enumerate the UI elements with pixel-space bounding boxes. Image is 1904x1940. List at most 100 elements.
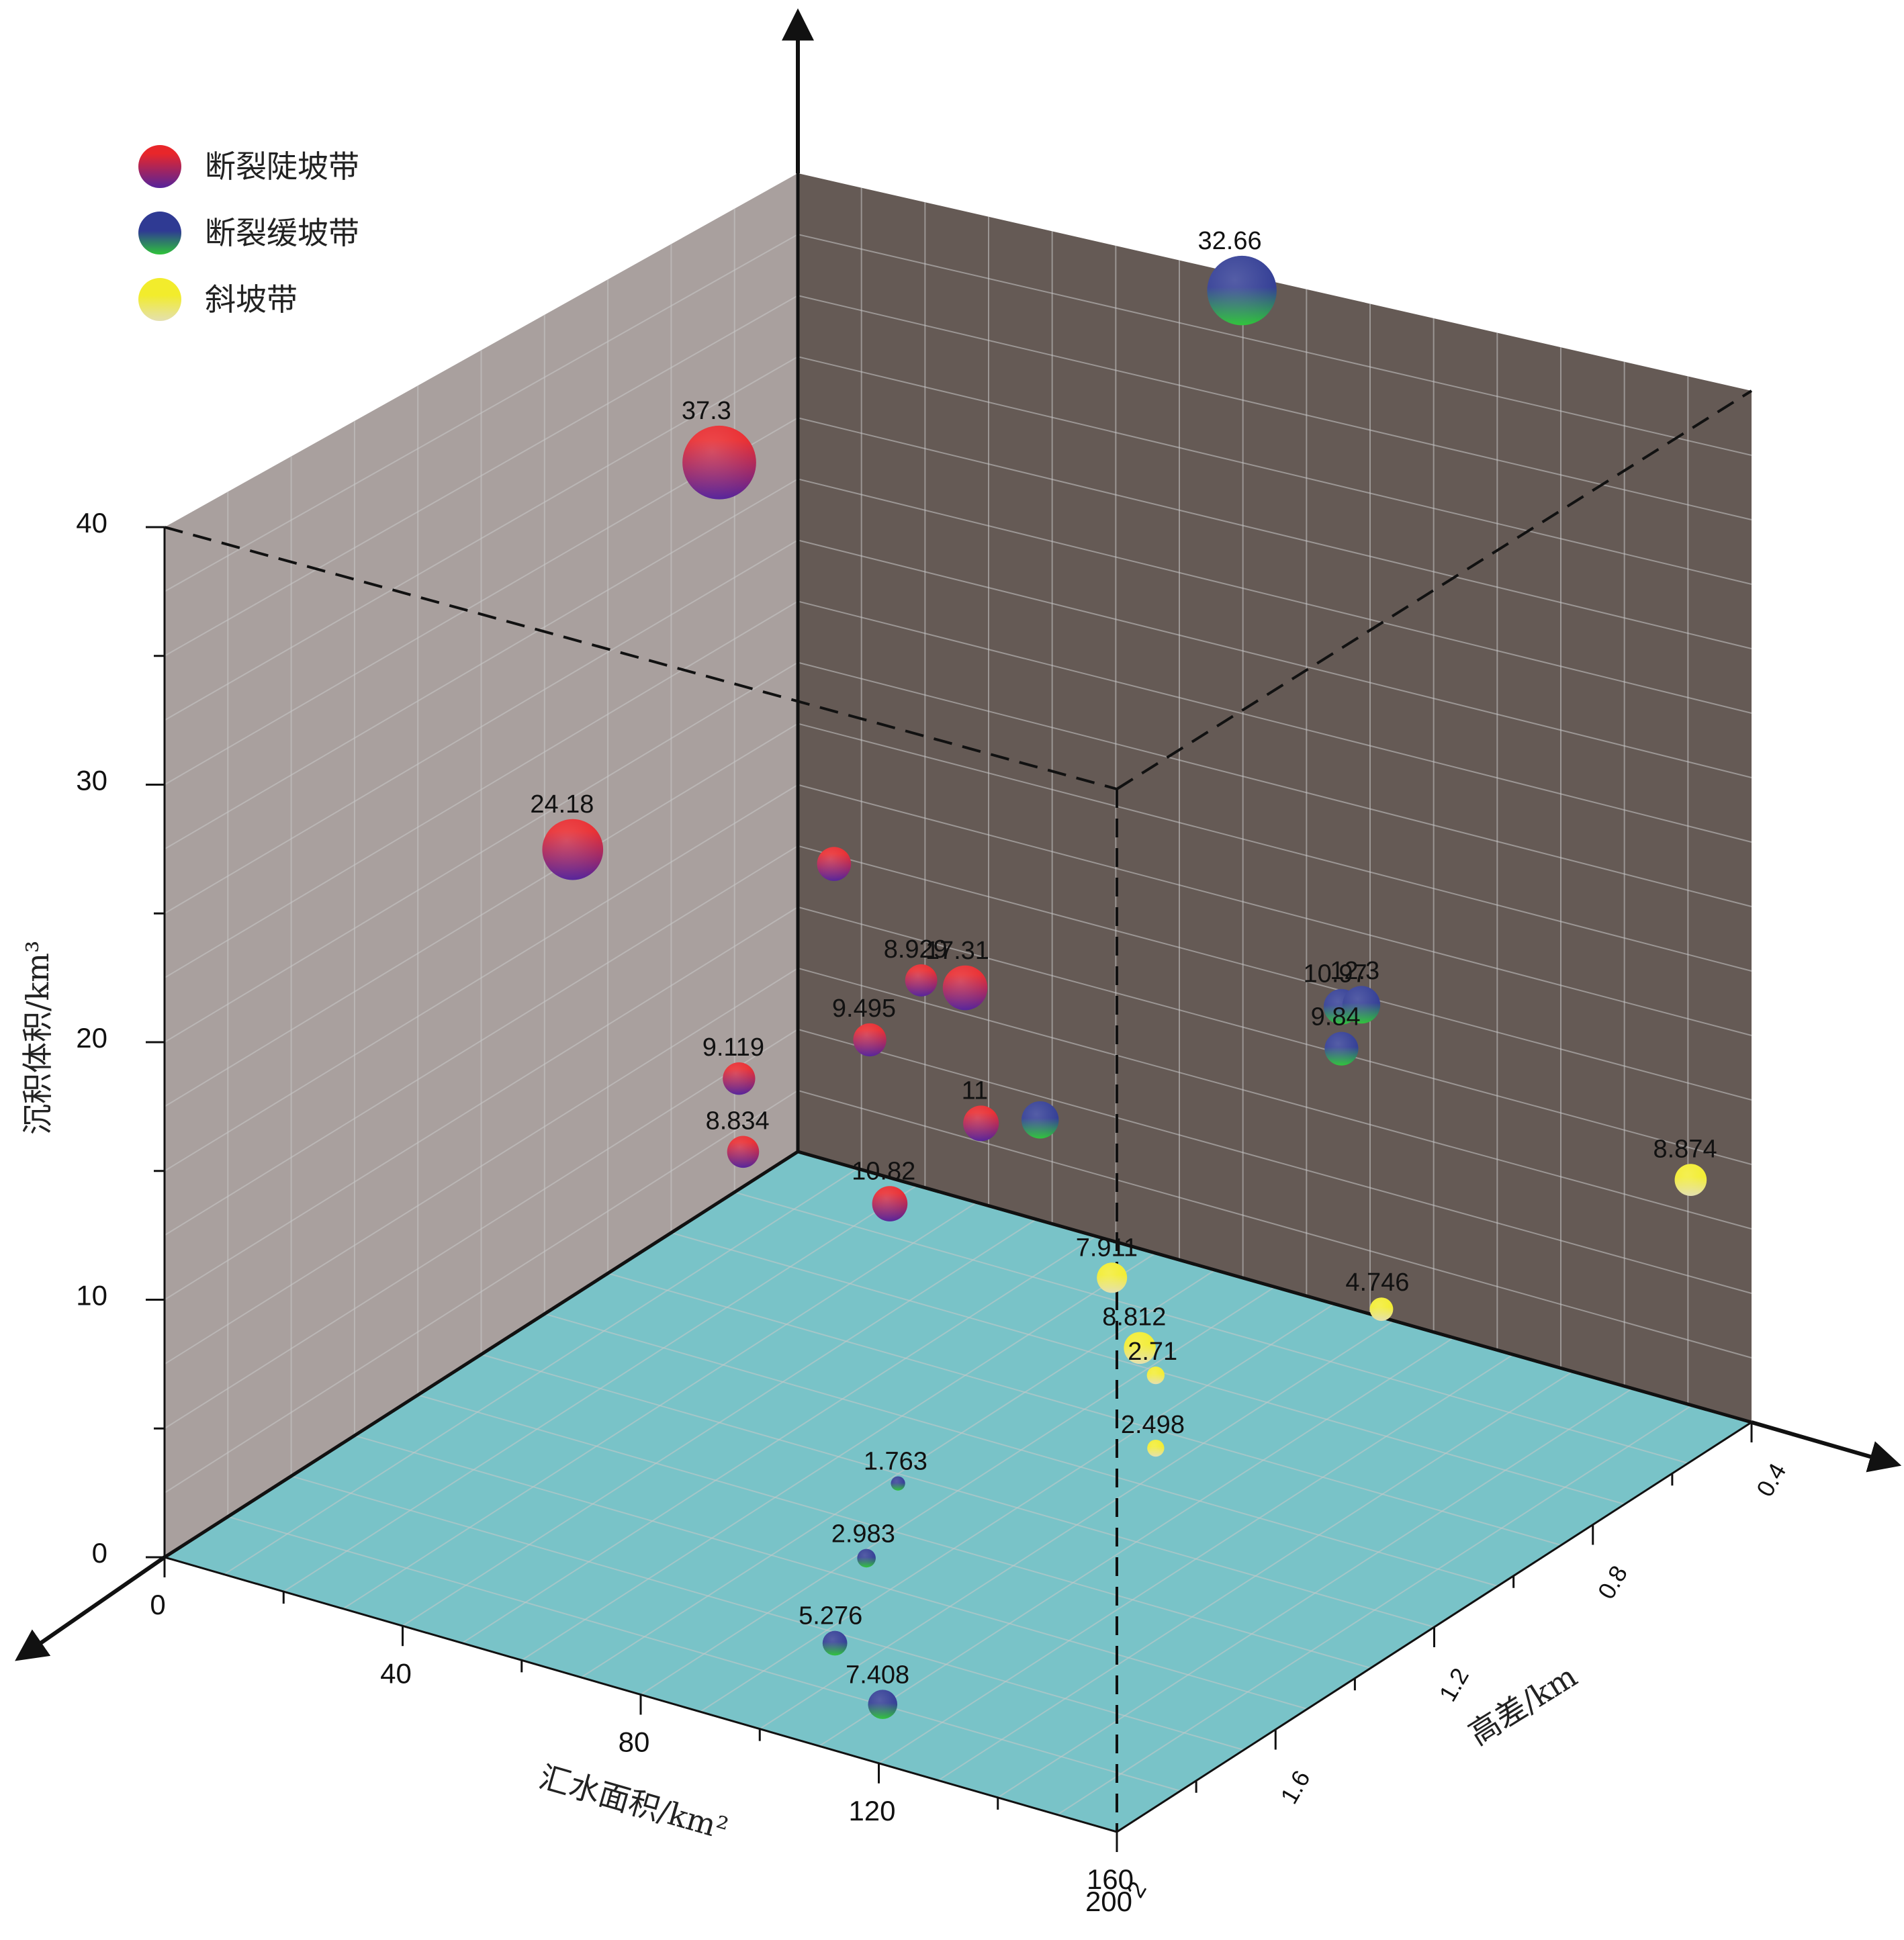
bubble [1147,1439,1165,1457]
bubble [1021,1101,1059,1139]
legend-swatch-steep [138,145,181,188]
bubble-shine [963,1105,999,1142]
bubble [1146,1366,1165,1385]
grid-lines [164,187,1752,1816]
x-tick-label: 80 [619,1726,650,1758]
z-tick-label: 30 [76,765,107,796]
x-tick-label: 0 [150,1589,165,1620]
back-wall-grid-h [797,417,1752,649]
bubble-shine [905,964,938,997]
bubble-shine [817,847,852,881]
bubble [1324,1031,1359,1066]
y-axis-label: 高差/km [1462,1658,1583,1753]
legend-swatch-slope [138,278,181,321]
bubble-shine [857,1549,876,1568]
bubble [1342,986,1381,1024]
bubble [682,425,756,500]
y-tick-label: 0.8 [1592,1561,1633,1604]
back-wall-grid-h [797,356,1752,585]
bubble-shine [1207,255,1277,326]
bubble [1207,255,1277,326]
axis-ticks [146,526,1753,1852]
back-wall-grid-h [797,661,1752,907]
back-wall-grid-h [797,1089,1752,1358]
floor-grid-y [481,1354,1435,1628]
back-wall-grid-h [797,784,1752,1036]
bubble-shine [723,1062,756,1095]
bubble-shine [853,1023,887,1057]
bubble-label: 37.3 [682,397,731,425]
bubble-label: 8.812 [1102,1303,1166,1332]
bubble-label: 2.498 [1121,1411,1185,1439]
bubble-shine [1146,1366,1165,1385]
y-tick-label: 1.6 [1275,1765,1316,1808]
bubble-shine [1324,1031,1359,1066]
bubble-label: 9.84 [1311,1003,1361,1031]
floor-grid-y [417,1394,1371,1669]
z-axis-label: 沉积体积/km³ [19,941,56,1135]
left-wall-grid-h [164,600,799,978]
legend: 断裂陡坡带 断裂缓坡带 斜坡带 [138,145,359,321]
floor-grid-y [228,1516,1181,1792]
bubble-label: 2.71 [1128,1338,1177,1366]
y-tick-label: 0.4 [1751,1459,1792,1502]
floor-grid-y [354,1434,1308,1710]
bubble-label: 7.911 [1076,1234,1138,1262]
bubble [891,1476,905,1491]
bubble [542,819,604,880]
left-wall-grid-h [164,1090,799,1493]
bubble [727,1136,760,1168]
bubble-label: 17.31 [925,937,989,965]
bubble-label: 10.97 [1304,960,1367,988]
bubble-label: 32.66 [1198,227,1262,255]
left-wall-grid-h [164,784,799,1172]
floor-grid-y [544,1313,1498,1587]
left-wall-grid-h [164,234,799,592]
floor-grid-y [607,1273,1561,1546]
bubble-shine [1097,1262,1128,1293]
x-axis-arrow [15,1555,166,1661]
left-wall-grid-h [164,295,799,657]
left-wall-grid-h [164,539,799,915]
bubble-label: 9.495 [832,995,896,1023]
back-wall-grid-h [797,723,1752,972]
bubble [868,1690,898,1719]
bubble [963,1105,999,1142]
bubble-label: 8.929 [884,935,948,964]
bubble [822,1630,848,1656]
bubble-shine [542,819,604,880]
bubble-label: 8.834 [706,1107,770,1136]
bubble-label: 10.82 [852,1157,915,1185]
z-tick-label: 0 [92,1537,107,1569]
bubble [857,1549,876,1568]
bubble-shine [1124,1332,1156,1365]
bubble-label: 8.874 [1653,1135,1717,1163]
bubble-shine [682,425,756,500]
bubble-shine [1147,1439,1165,1457]
back-wall-grid-h [797,234,1752,456]
left-wall-grid-h [164,845,799,1236]
bubble [723,1062,756,1095]
bubble-label: 4.746 [1345,1268,1409,1297]
legend-label-slope: 斜坡带 [205,281,298,318]
legend-item-slope: 斜坡带 [138,278,298,321]
bubble-label: 2.983 [831,1520,895,1549]
floor-grid-y [734,1191,1688,1464]
bubble [1674,1164,1707,1196]
legend-item-gentle: 断裂缓坡带 [138,212,359,255]
back-wall-grid-h [797,845,1752,1101]
bubble-label: 1.763 [864,1447,927,1475]
bubble-label: 7.408 [846,1661,909,1689]
left-wall-grid-h [164,967,799,1365]
left-wall-grid-h [164,1029,799,1430]
bubble-label: 24.18 [530,790,594,819]
bubble [1124,1332,1156,1365]
back-wall-grid-h [797,539,1752,778]
left-wall-grid-h [164,661,799,1043]
bubble-shine [1021,1101,1059,1139]
x-tick-label-overlap: 200 [1085,1886,1132,1917]
z-tick-label: 10 [76,1280,107,1311]
x-tick-label: 120 [848,1795,895,1827]
bubble [905,964,938,997]
